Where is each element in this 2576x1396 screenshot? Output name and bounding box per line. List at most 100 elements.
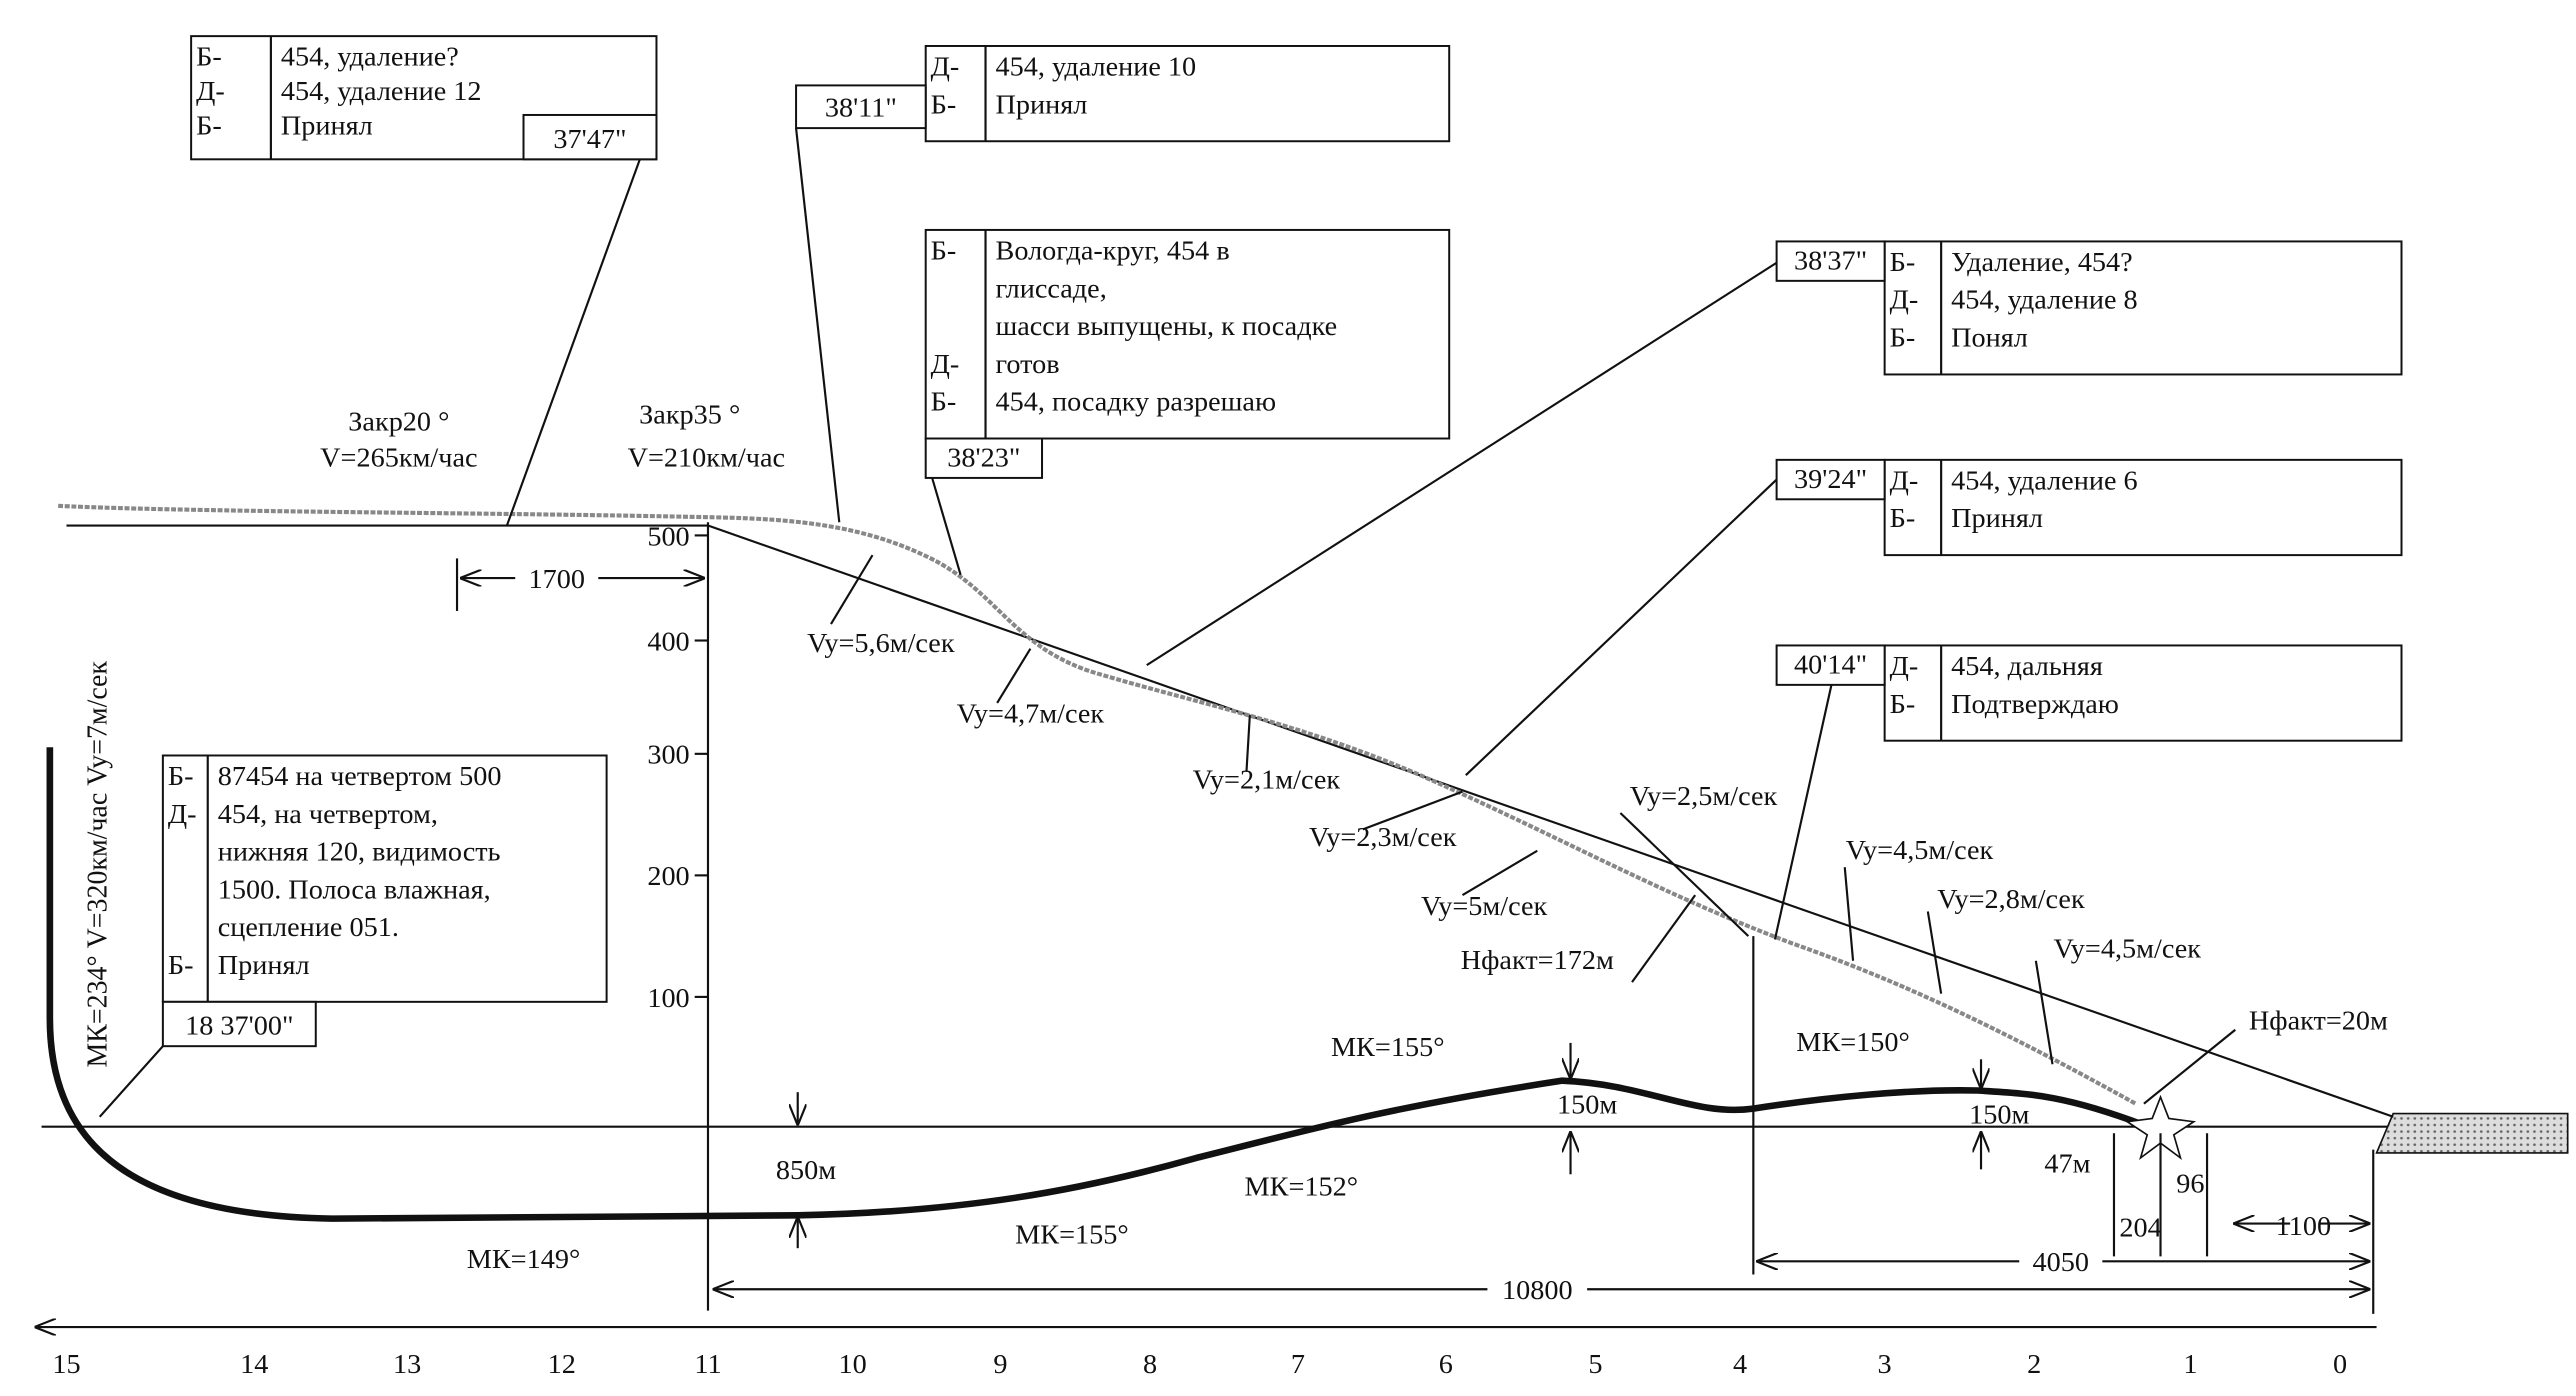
message-line: Подтверждаю [1951, 689, 2119, 720]
time-box [1775, 240, 1886, 282]
dialog-box [924, 228, 1451, 440]
message-line: Принял [995, 89, 1087, 120]
message-line: 454, дальняя [1951, 651, 2103, 682]
dialog-box [1883, 644, 2403, 742]
altitude-label: 200 [647, 861, 689, 892]
message-line: шасси выпущены, к посадке [995, 311, 1337, 342]
annotation: Нфакт=20м [2249, 1006, 2388, 1037]
annotation: V=265км/час [320, 443, 477, 474]
distance-label: 12 [548, 1349, 576, 1380]
annotation: МК=155° [1331, 1032, 1445, 1063]
time-label: 38'23" [947, 443, 1020, 474]
distance-label: 14 [240, 1349, 268, 1380]
message-line: 454, на четвертом, [218, 799, 438, 830]
annotation: 204 [2119, 1213, 2161, 1244]
glideslope [707, 524, 2394, 1118]
message-line: Понял [1951, 323, 2028, 354]
annotation: Нфакт=172м [1461, 945, 1614, 976]
message-line: 454, удаление 12 [281, 76, 482, 107]
message-line: 454, удаление? [281, 42, 459, 73]
speaker: Б- [168, 761, 194, 792]
altitude-label: 400 [647, 627, 689, 658]
speaker: Д- [1890, 285, 1919, 316]
annotation: МК=152° [1245, 1172, 1359, 1203]
distance-label: 1 [2183, 1349, 2197, 1380]
speaker: Б- [196, 111, 222, 142]
annotation: Vy=5м/сек [1421, 891, 1548, 922]
distance-label: 13 [393, 1349, 421, 1380]
time-label: 38'37" [1794, 245, 1867, 276]
annotation: МК=149° [467, 1244, 581, 1275]
annotation: Закр20 ° [348, 406, 449, 437]
distance-label: 8 [1143, 1349, 1157, 1380]
speaker: Б- [1890, 503, 1916, 534]
runway [2375, 1112, 2569, 1154]
speaker: Д- [168, 799, 197, 830]
message-line: 1500. Полоса влажная, [218, 875, 491, 906]
distance-label: 11 [694, 1349, 721, 1380]
message-line: 454, посадку разрешаю [995, 387, 1276, 418]
message-line: Вологда-круг, 454 в [995, 236, 1229, 267]
time-label: 38'11" [825, 93, 897, 124]
message-line: Удаление, 454? [1951, 247, 2133, 278]
annotation: 47м [2044, 1149, 2090, 1180]
time-label: 39'24" [1794, 464, 1867, 495]
ground-track [46, 747, 2146, 1222]
speaker: Б- [931, 89, 957, 120]
geometry [37, 127, 2569, 1327]
distance-label: 5 [1588, 1349, 1602, 1380]
annotation: МК=150° [1796, 1027, 1910, 1058]
speaker: Б- [1890, 689, 1916, 720]
dialog-box [1883, 240, 2403, 376]
annotation: 10800 [1502, 1275, 1573, 1306]
time-box [924, 437, 1044, 479]
time-label: 40'14" [1794, 650, 1867, 681]
altitude-label: 100 [647, 983, 689, 1014]
speaker: Б- [196, 42, 222, 73]
message-line: 87454 на четвертом 500 [218, 761, 502, 792]
annotation: 1700 [529, 564, 585, 595]
annotation: Vy=4,5м/сек [2054, 934, 2202, 965]
speaker: Д- [1890, 651, 1919, 682]
annotation: Vy=2,8м/сек [1937, 884, 2085, 915]
distance-label: 15 [52, 1349, 80, 1380]
dialog-box [924, 45, 1451, 143]
distance-label: 7 [1291, 1349, 1305, 1380]
annotation: 1100 [2276, 1211, 2331, 1242]
annotation: Vy=2,5м/сек [1630, 781, 1778, 812]
speaker: Д- [196, 76, 225, 107]
distance-label: 6 [1439, 1349, 1453, 1380]
leader-lines [98, 127, 2236, 1118]
message-line: сцепление 051. [218, 912, 399, 943]
time-box [522, 113, 658, 161]
speaker: Д- [1890, 466, 1919, 497]
speaker: Б- [931, 236, 957, 267]
annotation: 150м [1557, 1090, 1617, 1121]
altitude-label: 500 [647, 521, 689, 552]
message-line: нижняя 120, видимость [218, 837, 501, 868]
time-box [1775, 458, 1886, 501]
speaker: Б- [1890, 323, 1916, 354]
annotation: Vy=2,1м/сек [1193, 764, 1341, 795]
speaker: Б- [1890, 247, 1916, 278]
message-line: Принял [1951, 503, 2043, 534]
speaker: Б- [168, 950, 194, 981]
message-line: Принял [281, 111, 373, 142]
annotation: Vy=4,7м/сек [957, 699, 1105, 730]
speaker: Д- [931, 52, 960, 83]
time-label: 18 37'00" [185, 1011, 293, 1042]
annotation: V=210км/час [628, 443, 785, 474]
time-label: 37'47" [553, 124, 626, 155]
annotation: МК=155° [1015, 1219, 1129, 1250]
distance-label: 3 [1878, 1349, 1892, 1380]
dialog-box [161, 754, 608, 1003]
distance-label: 10 [838, 1349, 866, 1380]
annotation: Закр35 ° [639, 400, 740, 431]
distance-label: 0 [2333, 1349, 2347, 1380]
distance-label: 9 [993, 1349, 1007, 1380]
annotation: Vy=2,3м/сек [1309, 822, 1457, 853]
message-line: 454, удаление 8 [1951, 285, 2138, 316]
message-line: 454, удаление 6 [1951, 466, 2138, 497]
